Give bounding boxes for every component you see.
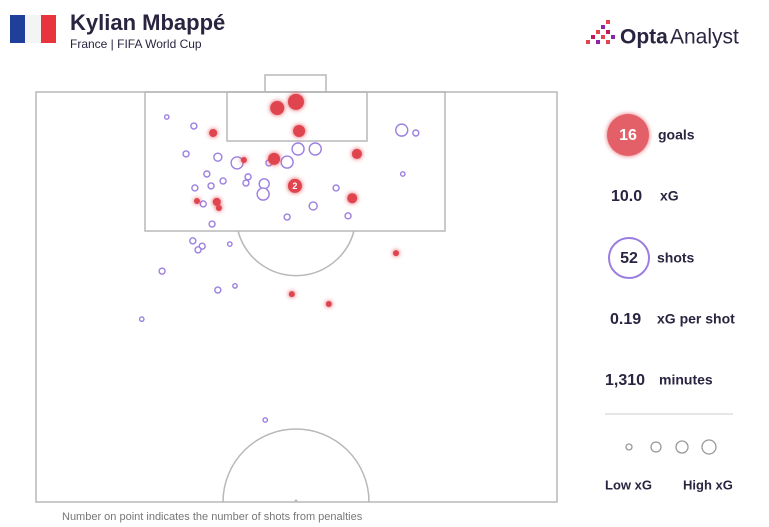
shot-point [189, 237, 197, 245]
shot-point [226, 241, 233, 248]
shot-point [258, 178, 270, 190]
goal-point [325, 300, 332, 307]
pitch [35, 74, 558, 503]
footnote: Number on point indicates the number of … [62, 511, 363, 523]
stat-label: shots [657, 250, 695, 266]
goal-point [293, 124, 306, 137]
goal-point [209, 129, 218, 137]
flag-red [41, 15, 56, 43]
brand-light: Analyst [670, 26, 739, 49]
shot-point [194, 246, 202, 254]
goal-point [193, 198, 200, 205]
goal-point [268, 152, 281, 165]
goal-point [215, 205, 222, 212]
shot-point [308, 142, 322, 156]
stat-value: 0.19 [610, 311, 641, 328]
shot-point [412, 129, 420, 137]
penalty-count: 2 [292, 181, 297, 191]
stat-value: 10.0 [611, 188, 642, 205]
shot-point [283, 213, 291, 221]
goal-point [270, 100, 285, 115]
shot-point [191, 184, 199, 192]
shot-point [262, 417, 269, 423]
shot-point [291, 142, 305, 156]
stat-label: xG [660, 188, 679, 204]
shot-point [190, 122, 198, 130]
stats-panel: 16 goals 10.0 xG 52 shots 0.19 xG per sh… [605, 114, 735, 492]
legend-high: High xG [683, 477, 733, 492]
shot-point [219, 177, 227, 185]
shot-point [163, 114, 170, 120]
shot-point [203, 170, 211, 178]
goal-point [287, 93, 304, 110]
shot-point [280, 155, 294, 169]
goal-point [347, 193, 358, 204]
player-name: Kylian Mbappé [70, 10, 225, 35]
stat-value: 1,310 [605, 372, 645, 389]
shot-point [308, 201, 318, 211]
goal-point [287, 178, 302, 193]
brand-bold: Opta [620, 26, 668, 49]
shot-point [199, 200, 207, 208]
shot-point [244, 173, 252, 181]
shot-point [395, 123, 409, 137]
stat-label: goals [658, 127, 695, 143]
shot-point [232, 283, 238, 289]
flag-white [25, 15, 41, 43]
shot-point [208, 220, 216, 228]
shot-point [332, 184, 340, 192]
goal-point [288, 291, 295, 298]
shot-point [214, 286, 222, 294]
shot-point [344, 212, 352, 220]
subtitle: France | FIFA World Cup [70, 37, 202, 51]
shot-point [182, 150, 190, 158]
stat-value: 16 [619, 127, 637, 144]
shot-point [158, 267, 166, 275]
brand-logo-mark [586, 20, 615, 44]
stat-label: xG per shot [657, 311, 735, 327]
shot-point [213, 152, 223, 162]
legend-low: Low xG [605, 477, 652, 492]
stat-value: 52 [620, 250, 638, 267]
goal-point [393, 250, 400, 257]
stat-label: minutes [659, 372, 713, 388]
goal-point [240, 157, 247, 164]
flag-blue [10, 15, 25, 43]
goal-point [351, 148, 362, 159]
shot-point [138, 316, 145, 323]
goal-point [212, 197, 221, 206]
shot-point [207, 182, 215, 190]
shot-point [399, 171, 406, 177]
shot-point [242, 179, 250, 187]
shot-point [256, 187, 270, 201]
